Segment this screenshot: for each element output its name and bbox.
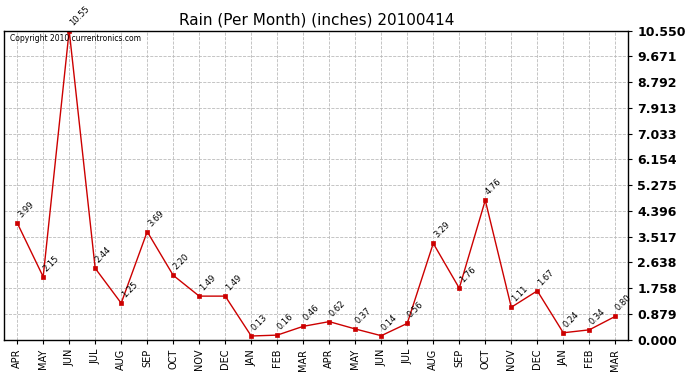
Text: 2.15: 2.15: [42, 254, 61, 273]
Text: 1.76: 1.76: [458, 265, 477, 285]
Text: 0.14: 0.14: [380, 313, 400, 332]
Text: 0.56: 0.56: [406, 300, 426, 320]
Text: 1.67: 1.67: [536, 268, 555, 287]
Text: 0.13: 0.13: [250, 313, 269, 333]
Text: 0.62: 0.62: [328, 298, 347, 318]
Text: 3.99: 3.99: [16, 200, 35, 219]
Text: 2.20: 2.20: [172, 252, 191, 272]
Title: Rain (Per Month) (inches) 20100414: Rain (Per Month) (inches) 20100414: [179, 13, 454, 28]
Text: 1.25: 1.25: [120, 280, 139, 300]
Text: 0.34: 0.34: [588, 307, 607, 326]
Text: 0.37: 0.37: [354, 306, 373, 326]
Text: 1.49: 1.49: [198, 273, 217, 292]
Text: Copyright 2010 currentronics.com: Copyright 2010 currentronics.com: [10, 34, 141, 43]
Text: 0.24: 0.24: [562, 310, 582, 329]
Text: 4.76: 4.76: [484, 177, 504, 197]
Text: 10.55: 10.55: [68, 4, 91, 27]
Text: 1.49: 1.49: [224, 273, 244, 292]
Text: 2.44: 2.44: [94, 245, 113, 265]
Text: 1.11: 1.11: [510, 284, 529, 304]
Text: 0.80: 0.80: [614, 293, 633, 313]
Text: 0.16: 0.16: [276, 312, 295, 332]
Text: 3.29: 3.29: [432, 220, 451, 240]
Text: 0.46: 0.46: [302, 303, 322, 323]
Text: 3.69: 3.69: [146, 209, 166, 228]
